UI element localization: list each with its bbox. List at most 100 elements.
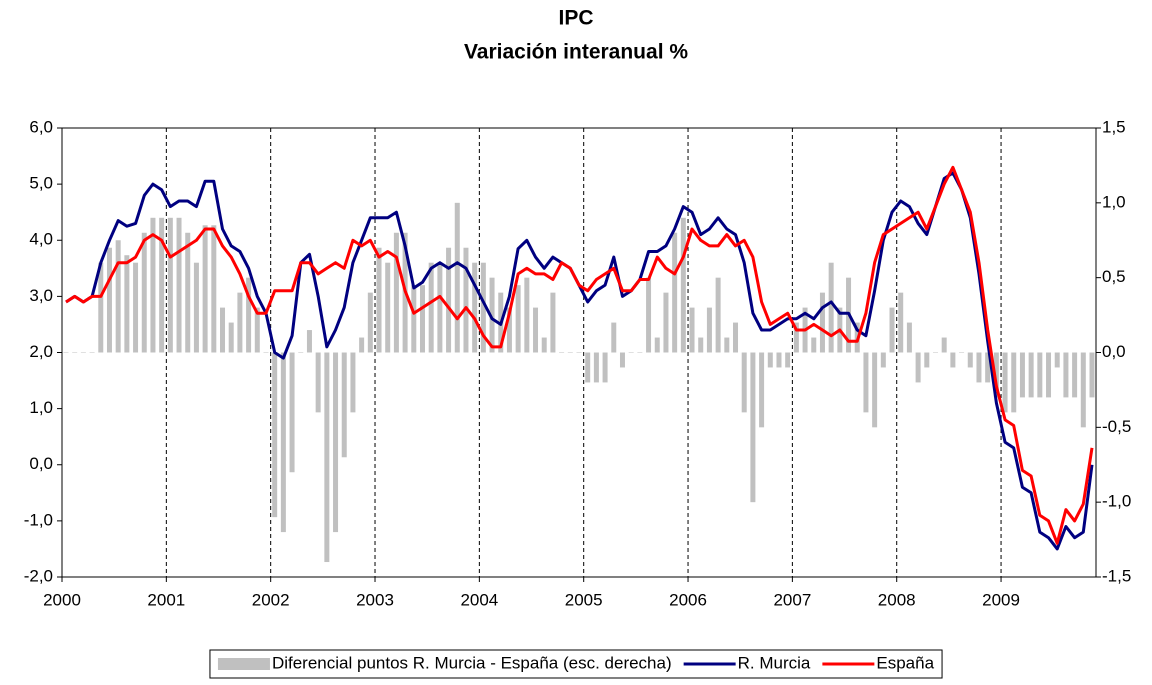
bar	[350, 352, 356, 413]
bar	[976, 352, 982, 383]
bar	[176, 217, 182, 353]
bar	[306, 330, 312, 353]
bar	[567, 352, 573, 353]
bar	[237, 292, 243, 353]
bar	[811, 337, 817, 353]
bar	[115, 240, 121, 353]
x-tick-label: 2003	[356, 590, 394, 609]
bar	[324, 352, 330, 563]
bar	[333, 352, 339, 533]
chart-subtitle: Variación interanual %	[464, 41, 688, 64]
y-tick-label: 2,0	[29, 342, 53, 361]
bar	[133, 262, 139, 353]
bar	[202, 225, 208, 353]
bar	[280, 352, 286, 533]
y-tick-label: 1,0	[29, 398, 53, 417]
bar	[419, 285, 425, 353]
bar	[585, 352, 591, 383]
bar	[89, 352, 95, 353]
legend-label: R. Murcia	[738, 653, 811, 672]
bar	[889, 307, 895, 353]
x-tick-label: 2002	[252, 590, 290, 609]
bar	[228, 322, 234, 353]
bar	[750, 352, 756, 503]
bar	[220, 307, 226, 353]
bar	[533, 307, 539, 353]
bar	[759, 352, 765, 428]
bar	[941, 337, 947, 353]
y2-tick-label: -0,5	[1102, 417, 1131, 436]
bar	[515, 285, 521, 353]
bar	[446, 247, 452, 353]
bar	[367, 292, 373, 353]
bar	[628, 352, 634, 353]
bar	[289, 352, 295, 473]
x-tick-label: 2009	[982, 590, 1020, 609]
bar	[1089, 352, 1095, 398]
bar	[576, 352, 582, 353]
bar	[263, 352, 269, 353]
bar	[454, 202, 460, 353]
bar	[167, 217, 173, 353]
y-tick-label: 6,0	[29, 117, 53, 136]
chart-title: IPC	[558, 7, 593, 30]
bar	[1028, 352, 1034, 398]
bar	[211, 225, 217, 353]
y-tick-label: -1,0	[24, 510, 53, 529]
bar	[872, 352, 878, 428]
bar	[706, 307, 712, 353]
bar	[785, 352, 791, 368]
bar	[559, 352, 565, 353]
bar	[1002, 352, 1008, 413]
y2-tick-label: 0,5	[1102, 267, 1126, 286]
y-tick-label: -2,0	[24, 566, 53, 585]
legend-label: Diferencial puntos R. Murcia - España (e…	[272, 653, 672, 672]
bar	[254, 307, 260, 353]
bar	[315, 352, 321, 413]
bar	[654, 337, 660, 353]
bar	[472, 262, 478, 353]
bar	[819, 292, 825, 353]
bar	[1037, 352, 1043, 398]
bar	[689, 307, 695, 353]
legend-label: España	[876, 653, 934, 672]
bar	[550, 292, 556, 353]
bar	[663, 292, 669, 353]
bar	[924, 352, 930, 368]
bar	[593, 352, 599, 383]
bar	[106, 247, 112, 353]
bar	[80, 352, 86, 353]
bar	[715, 277, 721, 353]
bar	[185, 232, 191, 353]
x-tick-label: 2008	[878, 590, 916, 609]
y-tick-label: 3,0	[29, 286, 53, 305]
bar	[646, 277, 652, 353]
bar	[489, 277, 495, 353]
bar	[959, 352, 965, 353]
y-tick-label: 0,0	[29, 454, 53, 473]
bar	[950, 352, 956, 368]
bar	[967, 352, 973, 368]
bar	[72, 352, 78, 353]
bar	[724, 337, 730, 353]
bar	[733, 322, 739, 353]
x-tick-label: 2001	[147, 590, 185, 609]
x-tick-label: 2007	[773, 590, 811, 609]
bar	[611, 322, 617, 353]
bar	[124, 255, 130, 353]
y2-tick-label: 1,0	[1102, 192, 1126, 211]
bar	[159, 217, 165, 353]
bar	[906, 322, 912, 353]
y-tick-label: 5,0	[29, 174, 53, 193]
y-tick-label: 4,0	[29, 230, 53, 249]
bar	[246, 277, 252, 353]
bar	[793, 322, 799, 353]
bar	[411, 285, 417, 353]
bar	[932, 352, 938, 353]
bar	[1072, 352, 1078, 398]
legend-box	[209, 649, 943, 679]
bar	[880, 352, 886, 368]
bar	[767, 352, 773, 368]
bar	[437, 262, 443, 353]
